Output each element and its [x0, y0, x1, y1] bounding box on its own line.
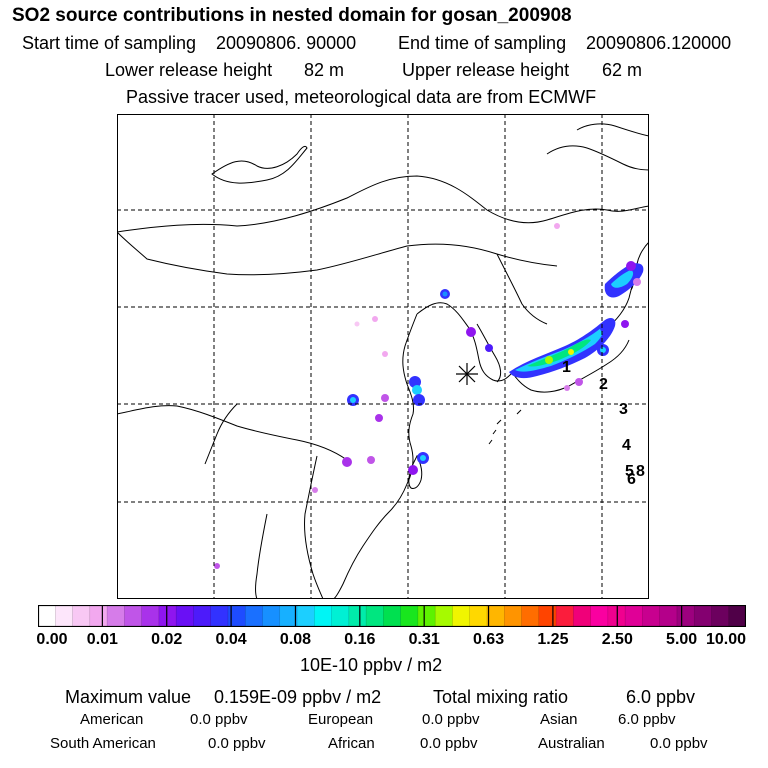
colorbar-cell	[521, 605, 540, 627]
colorbar-cell	[538, 605, 557, 627]
region-name: South American	[50, 735, 156, 752]
region-value: 0.0 ppbv	[208, 735, 266, 752]
colorbar-cell	[469, 605, 488, 627]
colorbar-tick-label: 0.31	[408, 631, 440, 648]
colorbar-cell	[573, 605, 592, 627]
colorbar-cell	[296, 605, 316, 627]
end-time-value: 20090806.120000	[586, 33, 732, 53]
start-time-label: Start time of sampling	[22, 33, 197, 53]
colorbar-cell	[175, 605, 195, 627]
region-value: 0.0 ppbv	[650, 735, 708, 752]
region-value: 6.0 ppbv	[618, 711, 676, 728]
region-name: Asian	[540, 711, 578, 728]
colorbar-cell	[158, 605, 177, 627]
colorbar-cell	[624, 605, 644, 627]
source-label-2: 2	[599, 376, 608, 393]
upper-height-value: 62 m	[602, 60, 643, 80]
source-label-8: 8	[636, 463, 645, 480]
colorbar-cell	[141, 605, 160, 627]
colorbar-cell	[503, 605, 523, 627]
total-mixing-label: Total mixing ratio	[433, 687, 569, 707]
colorbar-cell	[314, 605, 333, 627]
source-label-1: 1	[562, 359, 571, 376]
source-label-6: 6	[627, 471, 636, 488]
tracer-note: Passive tracer used, meteorological data…	[126, 87, 597, 107]
colorbar-cell	[124, 605, 143, 627]
region-value: 0.0 ppbv	[190, 711, 248, 728]
colorbar	[38, 605, 746, 627]
region-name: European	[308, 711, 374, 728]
max-value: 0.159E-09 ppbv / m2	[214, 687, 382, 707]
map-title: SO2 source contributions in nested domai…	[12, 5, 572, 26]
plume-cells	[214, 223, 644, 569]
colorbar-cell	[590, 605, 609, 627]
lower-height-value: 82 m	[304, 60, 345, 80]
colorbar-cell	[72, 605, 91, 627]
colorbar-tick-label: 2.50	[601, 631, 633, 648]
colorbar-unit: 10E-10 ppbv / m2	[300, 655, 443, 675]
colorbar-tick-label: 0.00	[36, 631, 68, 648]
colorbar-cell	[642, 605, 661, 627]
colorbar-cell	[728, 605, 746, 627]
start-time-value: 20090806. 90000	[216, 33, 357, 53]
colorbar-cell	[193, 605, 212, 627]
colorbar-cell	[89, 605, 108, 627]
region-value: 0.0 ppbv	[422, 711, 480, 728]
colorbar-tick-label: 5.00	[666, 631, 698, 648]
colorbar-cell	[365, 605, 385, 627]
colorbar-tick-label: 0.63	[472, 631, 505, 648]
region-name: African	[328, 735, 375, 752]
colorbar-cell	[38, 605, 57, 627]
colorbar-cell	[383, 605, 402, 627]
colorbar-cell	[434, 605, 454, 627]
colorbar-tick-label: 0.08	[279, 631, 312, 648]
grid-lines	[117, 114, 649, 599]
colorbar-cell	[348, 605, 367, 627]
colorbar-tick-label: 0.02	[151, 631, 183, 648]
colorbar-cell	[417, 605, 436, 627]
colorbar-cell	[106, 605, 126, 627]
colorbar-cell	[210, 605, 229, 627]
colorbar-cell	[693, 605, 713, 627]
colorbar-cell	[659, 605, 678, 627]
colorbar-cell	[400, 605, 419, 627]
colorbar-tick-label: 0.01	[86, 631, 118, 648]
station-marker-icon	[456, 363, 478, 385]
colorbar-cell	[452, 605, 471, 627]
source-label-5: 5	[625, 463, 634, 480]
colorbar-cell	[331, 605, 350, 627]
max-value-label: Maximum value	[65, 687, 192, 707]
colorbar-tick-label: 0.04	[215, 631, 247, 648]
colorbar-tick-label: 0.16	[344, 631, 376, 648]
colorbar-tick-label: 1.25	[537, 631, 569, 648]
end-time-label: End time of sampling	[398, 33, 567, 53]
region-name: American	[80, 711, 144, 728]
colorbar-cell	[262, 605, 281, 627]
colorbar-cell	[55, 605, 74, 627]
colorbar-cell	[244, 605, 264, 627]
map-panel: 1 2 3 4 5 6 8	[117, 114, 649, 599]
region-value: 0.0 ppbv	[420, 735, 478, 752]
region-name: Australian	[538, 735, 605, 752]
colorbar-cell	[676, 605, 695, 627]
source-label-4: 4	[622, 437, 631, 454]
colorbar-cell	[486, 605, 506, 627]
total-mixing-value: 6.0 ppbv	[626, 687, 696, 707]
colorbar-tick-label: 10.00	[705, 631, 747, 648]
colorbar-cell	[555, 605, 575, 627]
colorbar-cell	[711, 605, 730, 627]
lower-height-label: Lower release height	[105, 60, 273, 80]
source-label-3: 3	[619, 401, 628, 418]
upper-height-label: Upper release height	[402, 60, 570, 80]
